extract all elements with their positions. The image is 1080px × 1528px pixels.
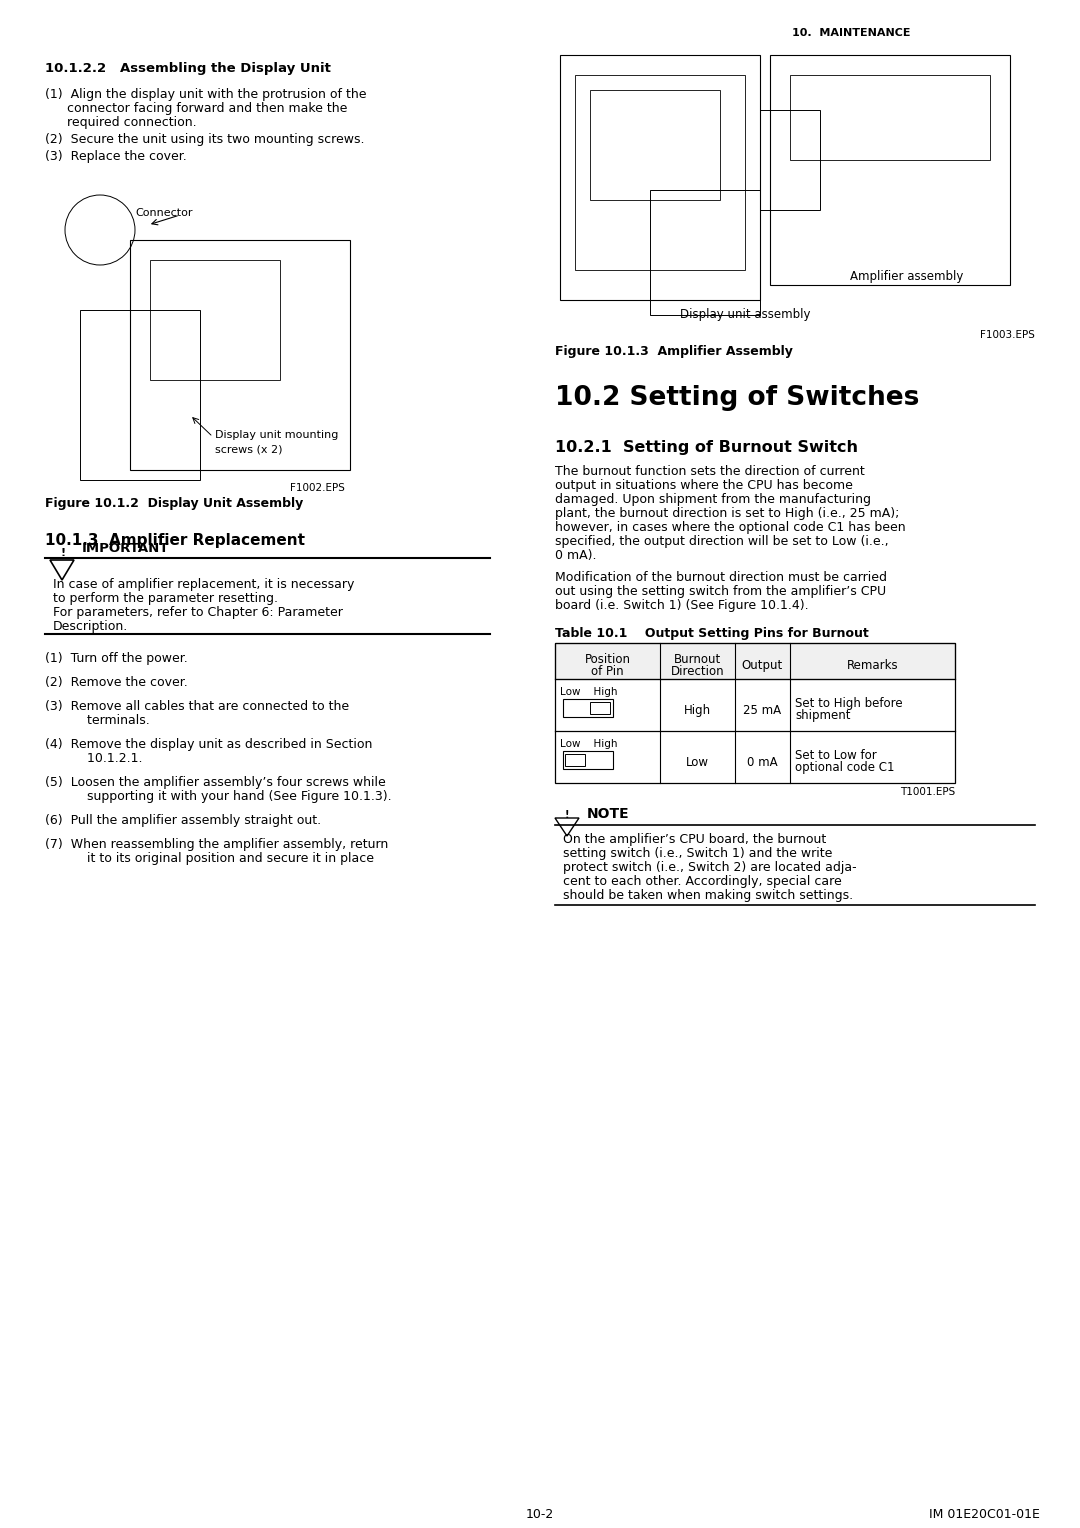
Text: Direction: Direction: [671, 665, 725, 678]
Bar: [590, 701, 610, 714]
Text: Display unit assembly: Display unit assembly: [680, 309, 810, 321]
Text: Description.: Description.: [53, 620, 129, 633]
Text: required connection.: required connection.: [67, 116, 197, 128]
Text: cent to each other. Accordingly, special care: cent to each other. Accordingly, special…: [563, 876, 841, 888]
Text: (5)  Loosen the amplifier assembly’s four screws while: (5) Loosen the amplifier assembly’s four…: [45, 776, 386, 788]
Text: The burnout function sets the direction of current: The burnout function sets the direction …: [555, 465, 865, 478]
Text: Burnout: Burnout: [674, 652, 721, 666]
Text: 0 mA).: 0 mA).: [555, 549, 596, 562]
Text: 0 mA: 0 mA: [747, 756, 778, 769]
Text: (2)  Remove the cover.: (2) Remove the cover.: [45, 675, 188, 689]
Text: On the amplifier’s CPU board, the burnout: On the amplifier’s CPU board, the burnou…: [563, 833, 826, 847]
Bar: [563, 698, 613, 717]
Text: 10.  MAINTENANCE: 10. MAINTENANCE: [792, 28, 910, 38]
Text: High: High: [684, 704, 711, 717]
Text: 10.2 Setting of Switches: 10.2 Setting of Switches: [555, 385, 919, 411]
Bar: [565, 753, 585, 766]
Text: 10-2: 10-2: [526, 1508, 554, 1520]
Text: Set to Low for: Set to Low for: [795, 749, 877, 762]
Text: (3)  Replace the cover.: (3) Replace the cover.: [45, 150, 187, 163]
Text: (6)  Pull the amplifier assembly straight out.: (6) Pull the amplifier assembly straight…: [45, 814, 321, 827]
Text: F1002.EPS: F1002.EPS: [291, 483, 345, 494]
Text: (4)  Remove the display unit as described in Section: (4) Remove the display unit as described…: [45, 738, 373, 750]
Text: however, in cases where the optional code C1 has been: however, in cases where the optional cod…: [555, 521, 906, 533]
Text: setting switch (i.e., Switch 1) and the write: setting switch (i.e., Switch 1) and the …: [563, 847, 833, 860]
Text: Low    High: Low High: [561, 688, 618, 697]
Text: specified, the output direction will be set to Low (i.e.,: specified, the output direction will be …: [555, 535, 889, 549]
Text: IMPORTANT: IMPORTANT: [82, 542, 170, 555]
Text: (3)  Remove all cables that are connected to the: (3) Remove all cables that are connected…: [45, 700, 349, 714]
Text: T1001.EPS: T1001.EPS: [900, 787, 955, 798]
Text: Remarks: Remarks: [847, 659, 899, 672]
Text: Connector: Connector: [135, 208, 192, 219]
Text: 25 mA: 25 mA: [743, 704, 782, 717]
Bar: [555, 643, 955, 678]
Text: IM 01E20C01-01E: IM 01E20C01-01E: [929, 1508, 1040, 1520]
Text: F1003.EPS: F1003.EPS: [981, 330, 1035, 341]
Text: (1)  Align the display unit with the protrusion of the: (1) Align the display unit with the prot…: [45, 89, 366, 101]
Text: supporting it with your hand (See Figure 10.1.3).: supporting it with your hand (See Figure…: [67, 790, 392, 804]
Text: Position: Position: [584, 652, 631, 666]
Text: For parameters, refer to Chapter 6: Parameter: For parameters, refer to Chapter 6: Para…: [53, 607, 342, 619]
Text: optional code C1: optional code C1: [795, 761, 894, 775]
Text: Display unit mounting: Display unit mounting: [215, 429, 338, 440]
Text: Low    High: Low High: [561, 740, 618, 749]
Text: 10.1.2.1.: 10.1.2.1.: [67, 752, 143, 766]
Text: In case of amplifier replacement, it is necessary: In case of amplifier replacement, it is …: [53, 578, 354, 591]
Text: plant, the burnout direction is set to High (i.e., 25 mA);: plant, the burnout direction is set to H…: [555, 507, 900, 520]
Text: !: !: [60, 549, 65, 558]
Text: it to its original position and secure it in place: it to its original position and secure i…: [67, 853, 374, 865]
Bar: [563, 750, 613, 769]
Bar: [555, 643, 955, 782]
Text: protect switch (i.e., Switch 2) are located adja-: protect switch (i.e., Switch 2) are loca…: [563, 860, 856, 874]
Text: connector facing forward and then make the: connector facing forward and then make t…: [67, 102, 348, 115]
Text: 10.2.1  Setting of Burnout Switch: 10.2.1 Setting of Burnout Switch: [555, 440, 858, 455]
Text: output in situations where the CPU has become: output in situations where the CPU has b…: [555, 478, 853, 492]
Text: NOTE: NOTE: [588, 807, 630, 821]
Text: of Pin: of Pin: [591, 665, 624, 678]
Text: shipment: shipment: [795, 709, 851, 723]
Text: Low: Low: [686, 756, 708, 769]
Text: (2)  Secure the unit using its two mounting screws.: (2) Secure the unit using its two mounti…: [45, 133, 365, 147]
Text: (1)  Turn off the power.: (1) Turn off the power.: [45, 652, 188, 665]
Text: Output: Output: [742, 659, 783, 672]
Text: Amplifier assembly: Amplifier assembly: [850, 270, 963, 283]
Text: should be taken when making switch settings.: should be taken when making switch setti…: [563, 889, 853, 902]
Text: board (i.e. Switch 1) (See Figure 10.1.4).: board (i.e. Switch 1) (See Figure 10.1.4…: [555, 599, 809, 613]
Text: screws (x 2): screws (x 2): [215, 445, 283, 454]
Text: 10.1.2.2   Assembling the Display Unit: 10.1.2.2 Assembling the Display Unit: [45, 63, 330, 75]
Text: damaged. Upon shipment from the manufacturing: damaged. Upon shipment from the manufact…: [555, 494, 870, 506]
Text: out using the setting switch from the amplifier’s CPU: out using the setting switch from the am…: [555, 585, 886, 597]
Text: Modification of the burnout direction must be carried: Modification of the burnout direction mu…: [555, 571, 887, 584]
Text: 10.1.3  Amplifier Replacement: 10.1.3 Amplifier Replacement: [45, 533, 305, 549]
Text: !: !: [565, 810, 569, 821]
Text: Figure 10.1.3  Amplifier Assembly: Figure 10.1.3 Amplifier Assembly: [555, 345, 793, 358]
Text: Figure 10.1.2  Display Unit Assembly: Figure 10.1.2 Display Unit Assembly: [45, 497, 303, 510]
Text: to perform the parameter resetting.: to perform the parameter resetting.: [53, 591, 278, 605]
Text: Set to High before: Set to High before: [795, 697, 903, 711]
Text: Table 10.1    Output Setting Pins for Burnout: Table 10.1 Output Setting Pins for Burno…: [555, 626, 868, 640]
Text: (7)  When reassembling the amplifier assembly, return: (7) When reassembling the amplifier asse…: [45, 837, 388, 851]
Text: terminals.: terminals.: [67, 714, 150, 727]
